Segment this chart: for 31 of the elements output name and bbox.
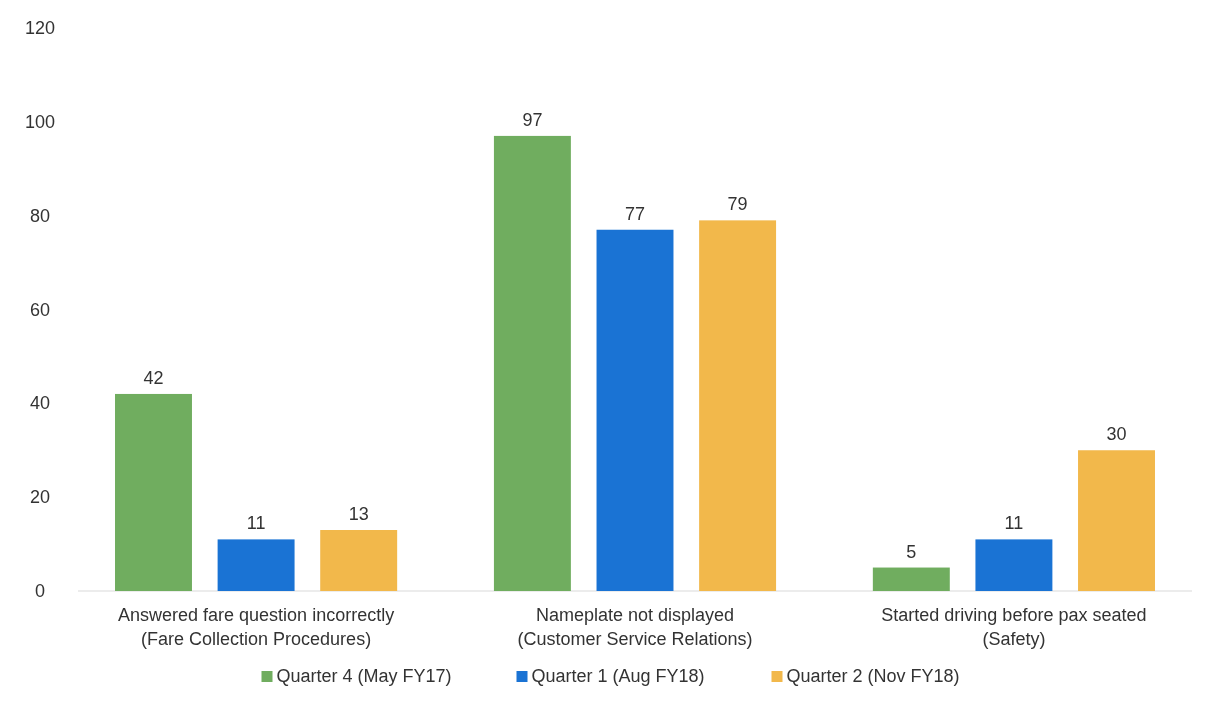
y-tick-label: 100 bbox=[24, 111, 56, 132]
bar bbox=[596, 229, 674, 591]
legend-label: Quarter 2 (Nov FY18) bbox=[786, 666, 960, 686]
data-label: 30 bbox=[1106, 424, 1127, 445]
y-tick-label: 120 bbox=[24, 18, 56, 38]
bar bbox=[493, 135, 571, 591]
data-label: 42 bbox=[143, 367, 164, 388]
bar bbox=[1078, 450, 1155, 591]
legend-label: Quarter 4 (May FY17) bbox=[276, 666, 452, 686]
bar bbox=[699, 220, 777, 591]
x-tick-label: Started driving before pax seated (Safety) bbox=[881, 605, 1147, 649]
y-tick-label: 20 bbox=[29, 487, 51, 508]
data-label: 97 bbox=[522, 109, 543, 130]
y-tick-label: 40 bbox=[29, 393, 51, 414]
bar bbox=[115, 393, 192, 591]
y-tick-label: 0 bbox=[34, 581, 46, 601]
x-tick-label: Nameplate not displayed (Customer Service Relations) bbox=[517, 605, 753, 649]
data-label: 5 bbox=[906, 541, 917, 562]
x-tick-label: Answered fare question incorrectly (Fare Collection Procedures) bbox=[118, 605, 395, 649]
y-tick-label: 80 bbox=[29, 205, 51, 226]
bar bbox=[872, 567, 950, 591]
y-tick-label: 60 bbox=[29, 299, 51, 320]
data-label: 11 bbox=[246, 513, 266, 534]
data-label: 79 bbox=[727, 194, 748, 215]
bar bbox=[217, 539, 295, 591]
legend-label: Quarter 1 (Aug FY18) bbox=[531, 666, 705, 686]
bar bbox=[320, 530, 398, 591]
data-label: 77 bbox=[624, 203, 646, 224]
data-label: 11 bbox=[1004, 513, 1024, 534]
data-label: 13 bbox=[348, 504, 369, 525]
bar bbox=[975, 539, 1053, 591]
